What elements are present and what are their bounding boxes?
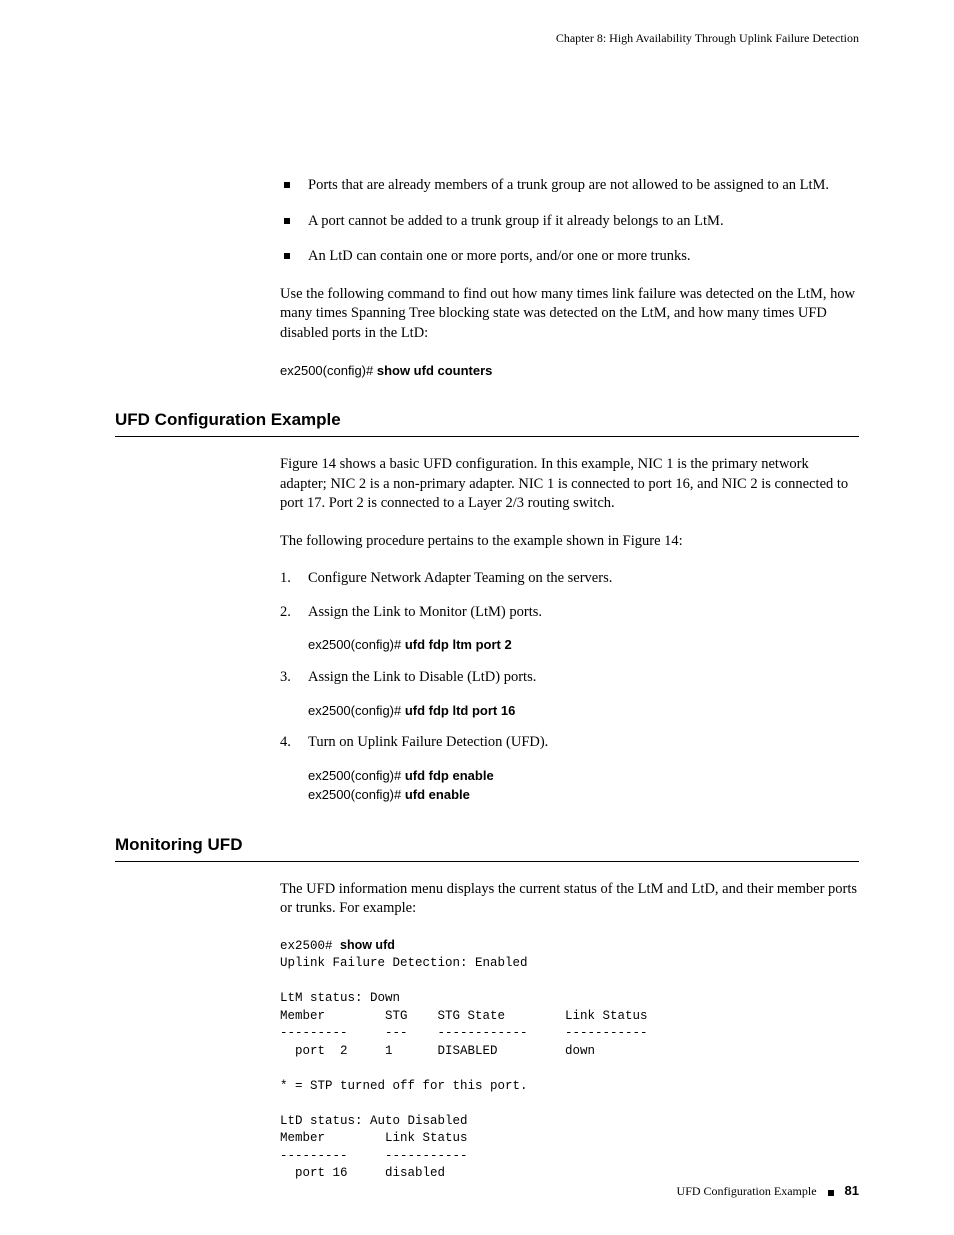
output-line: LtD status: Auto Disabled (280, 1114, 468, 1128)
output-line: LtM status: Down (280, 991, 400, 1005)
bullet-item: An LtD can contain one or more ports, an… (280, 247, 859, 267)
section-heading-monitoring-ufd: Monitoring UFD (115, 834, 859, 862)
cmd-prompt: ex2500(config)# (308, 703, 405, 718)
section-heading-ufd-config: UFD Configuration Example (115, 409, 859, 437)
output-line: * = STP turned off for this port. (280, 1079, 528, 1093)
paragraph: Figure 14 shows a basic UFD configuratio… (280, 455, 859, 514)
list-item: 1. Configure Network Adapter Teaming on … (280, 569, 859, 589)
numbered-list: 1. Configure Network Adapter Teaming on … (280, 569, 859, 622)
command-line: ex2500(config)# ufd fdp ltm port 2 (308, 636, 859, 654)
output-line: Member STG STG State Link Status (280, 1009, 648, 1023)
item-number: 3. (280, 668, 291, 688)
bullet-square-icon (828, 1190, 834, 1196)
cli-output: ex2500# show ufd Uplink Failure Detectio… (280, 937, 859, 1183)
cmd-text: ufd fdp ltd port 16 (405, 703, 515, 718)
bullet-item: A port cannot be added to a trunk group … (280, 212, 859, 232)
paragraph: Use the following command to find out ho… (280, 285, 859, 344)
chapter-header: Chapter 8: High Availability Through Upl… (115, 30, 859, 46)
command-line: ex2500(config)# ufd fdp ltd port 16 (308, 702, 859, 720)
output-line: port 16 disabled (280, 1166, 445, 1180)
page-number: 81 (845, 1183, 859, 1198)
bullet-list: Ports that are already members of a trun… (280, 176, 859, 267)
cmd-text: ufd fdp ltm port 2 (405, 637, 512, 652)
cmd-prompt: ex2500(config)# (308, 637, 405, 652)
cmd-text: show ufd counters (377, 363, 493, 378)
cmd-prompt: ex2500(config)# (308, 787, 405, 802)
paragraph: The following procedure pertains to the … (280, 532, 859, 552)
output-line: Member Link Status (280, 1131, 468, 1145)
list-item: 3. Assign the Link to Disable (LtD) port… (280, 668, 859, 688)
command-line: ex2500(config)# ufd fdp enable (308, 767, 859, 785)
output-prompt: ex2500# (280, 939, 340, 953)
page-footer: UFD Configuration Example 81 (677, 1182, 859, 1200)
item-text: Assign the Link to Disable (LtD) ports. (308, 669, 536, 685)
bullet-item: Ports that are already members of a trun… (280, 176, 859, 196)
item-text: Configure Network Adapter Teaming on the… (308, 570, 612, 586)
cmd-prompt: ex2500(config)# (308, 768, 405, 783)
item-number: 1. (280, 569, 291, 589)
item-text: Turn on Uplink Failure Detection (UFD). (308, 734, 548, 750)
output-line: Uplink Failure Detection: Enabled (280, 956, 528, 970)
cmd-text: ufd enable (405, 787, 470, 802)
item-number: 4. (280, 733, 291, 753)
numbered-list: 3. Assign the Link to Disable (LtD) port… (280, 668, 859, 688)
command-line: ex2500(config)# ufd enable (308, 786, 859, 804)
list-item: 2. Assign the Link to Monitor (LtM) port… (280, 603, 859, 623)
list-item: 4. Turn on Uplink Failure Detection (UFD… (280, 733, 859, 753)
output-line: port 2 1 DISABLED down (280, 1044, 595, 1058)
cmd-prompt: ex2500(config)# (280, 363, 377, 378)
numbered-list: 4. Turn on Uplink Failure Detection (UFD… (280, 733, 859, 753)
output-line: --------- --- ------------ ----------- (280, 1026, 648, 1040)
item-number: 2. (280, 603, 291, 623)
item-text: Assign the Link to Monitor (LtM) ports. (308, 604, 542, 620)
paragraph: The UFD information menu displays the cu… (280, 880, 859, 919)
output-cmd: show ufd (340, 938, 395, 952)
output-line: --------- ----------- (280, 1149, 468, 1163)
command-line: ex2500(config)# show ufd counters (280, 362, 859, 380)
footer-label: UFD Configuration Example (677, 1184, 817, 1198)
cmd-text: ufd fdp enable (405, 768, 494, 783)
